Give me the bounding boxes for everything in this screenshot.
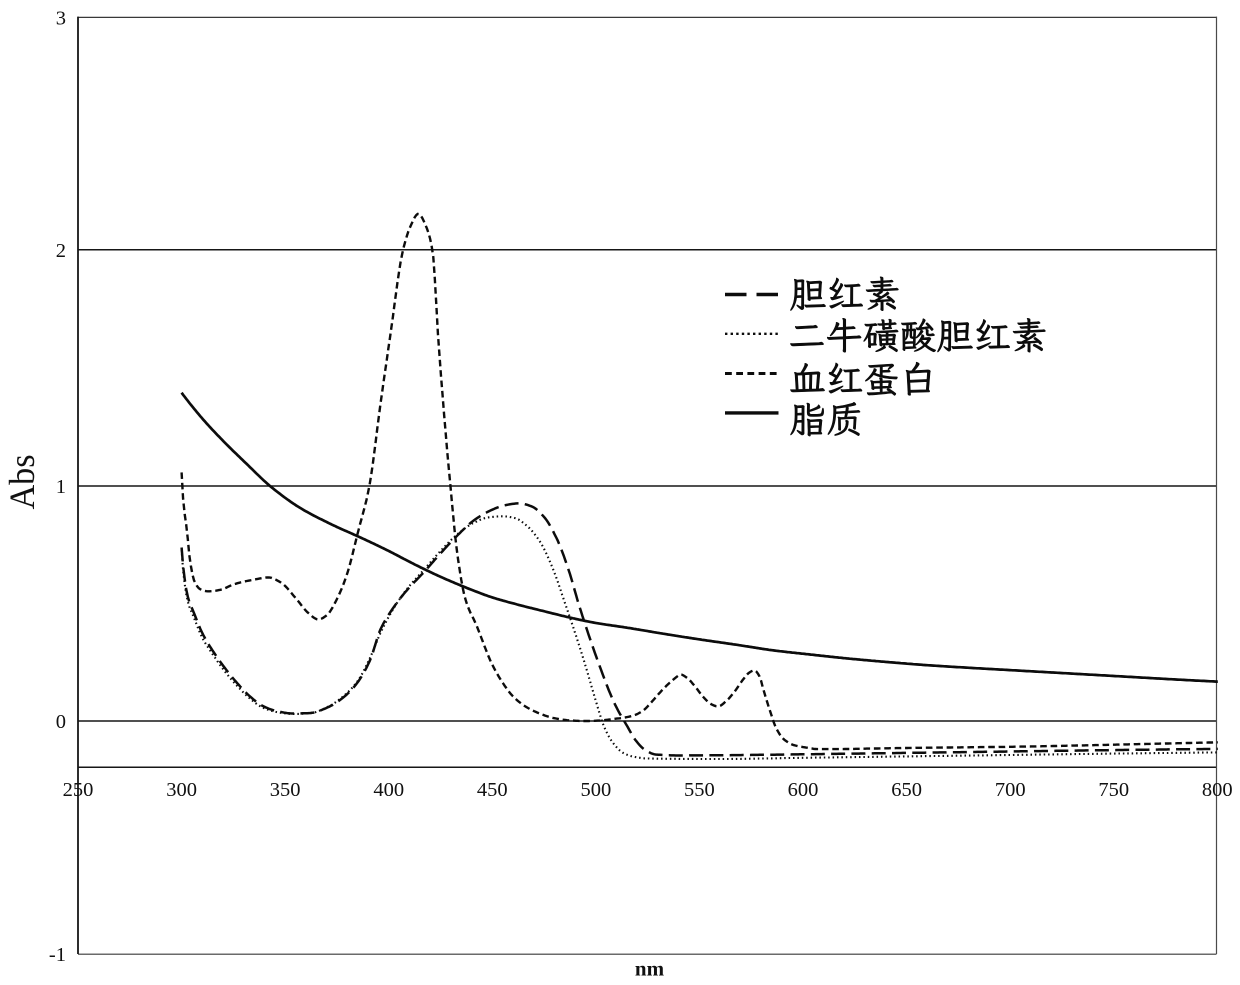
svg-text:350: 350 <box>270 779 301 801</box>
svg-text:Abs: Abs <box>2 454 42 509</box>
svg-text:800: 800 <box>1202 779 1233 801</box>
svg-text:700: 700 <box>995 779 1026 801</box>
svg-text:300: 300 <box>166 779 197 801</box>
svg-text:600: 600 <box>788 779 819 801</box>
svg-text:2: 2 <box>56 240 66 262</box>
svg-text:-1: -1 <box>49 944 66 966</box>
svg-text:250: 250 <box>63 779 94 801</box>
svg-text:0: 0 <box>56 711 66 733</box>
svg-text:3: 3 <box>56 8 66 30</box>
svg-text:500: 500 <box>581 779 612 801</box>
svg-text:650: 650 <box>891 779 922 801</box>
svg-text:1: 1 <box>56 476 66 498</box>
svg-text:450: 450 <box>477 779 508 801</box>
svg-text:400: 400 <box>373 779 404 801</box>
svg-text:550: 550 <box>684 779 715 801</box>
svg-text:nm: nm <box>635 957 665 981</box>
svg-text:750: 750 <box>1098 779 1129 801</box>
